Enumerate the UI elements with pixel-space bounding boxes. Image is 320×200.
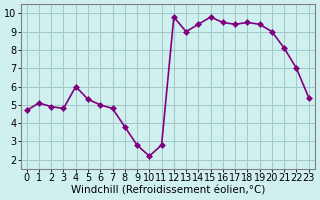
X-axis label: Windchill (Refroidissement éolien,°C): Windchill (Refroidissement éolien,°C) bbox=[70, 186, 265, 196]
